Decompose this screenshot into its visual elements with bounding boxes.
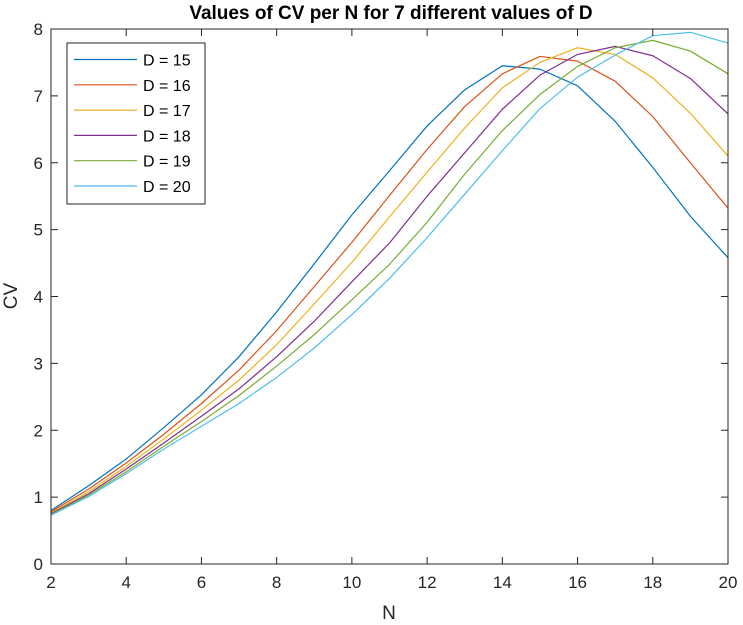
legend-label-4: D = 18: [143, 128, 191, 145]
series-line-6: [50, 31, 729, 516]
series-line-2: [50, 55, 729, 513]
chart-title: Values of CV per N for 7 different value…: [189, 3, 592, 24]
series-line-4: [50, 45, 729, 515]
y-tick-label: 5: [34, 221, 43, 240]
y-tick-label: 7: [34, 87, 43, 106]
x-tick-label: 4: [121, 573, 130, 592]
x-tick-label: 14: [493, 573, 512, 592]
x-tick-label: 10: [342, 573, 361, 592]
y-tick-label: 2: [34, 421, 43, 440]
series-line-1: [50, 65, 729, 512]
series-layer: [50, 31, 729, 516]
x-axis-title: N: [382, 603, 396, 624]
y-tick-label: 1: [34, 488, 43, 507]
y-tick-label: 3: [34, 354, 43, 373]
legend-label-5: D = 19: [143, 154, 191, 171]
y-tick-label: 0: [34, 555, 43, 574]
y-tick-label: 6: [34, 154, 43, 173]
x-tick-label: 2: [46, 573, 55, 592]
x-tick-label: 20: [719, 573, 738, 592]
legend-box: [66, 42, 206, 205]
x-tick-label: 12: [418, 573, 437, 592]
y-tick-label: 4: [34, 288, 43, 307]
legend: D = 15 D = 16 D = 17 D = 18 D = 19 D = 20: [66, 42, 206, 205]
series-line-5: [50, 39, 729, 516]
y-axis-title: CV: [1, 282, 22, 309]
x-tick-label: 6: [197, 573, 206, 592]
legend-label-3: D = 17: [143, 103, 191, 120]
legend-label-2: D = 16: [143, 78, 191, 95]
x-tick-label: 18: [643, 573, 662, 592]
legend-label-1: D = 15: [143, 53, 191, 70]
x-tick-label: 16: [568, 573, 587, 592]
y-tick-label: 8: [34, 20, 43, 39]
legend-label-6: D = 20: [143, 179, 191, 196]
x-tick-label: 8: [272, 573, 281, 592]
